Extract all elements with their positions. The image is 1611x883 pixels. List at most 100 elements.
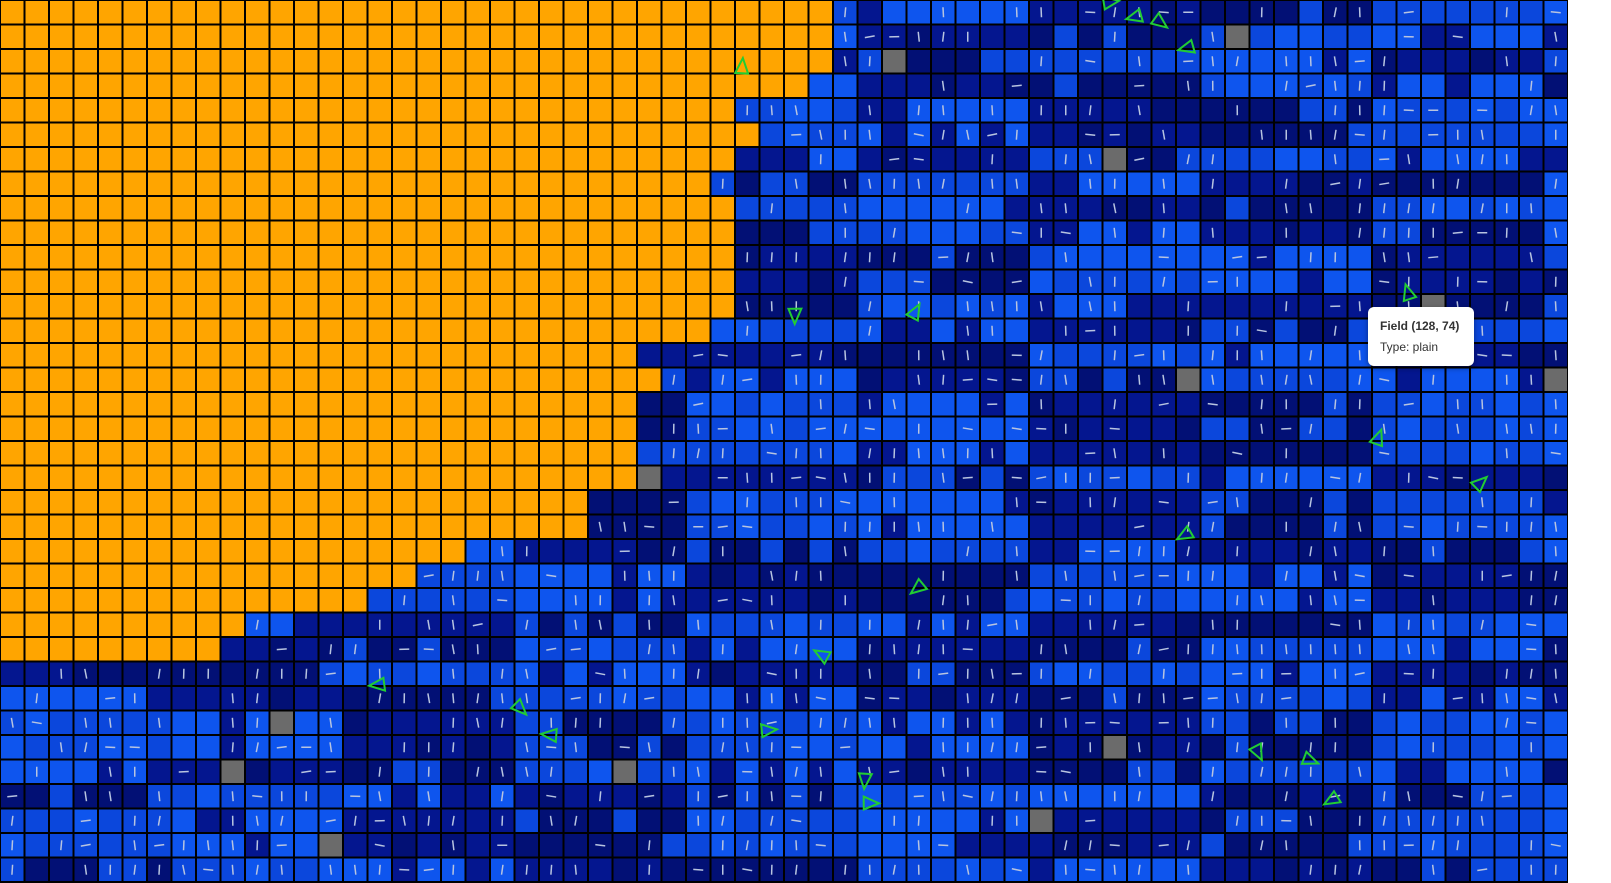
field-cell[interactable] [587,48,614,75]
field-cell[interactable] [734,219,761,246]
field-cell[interactable] [366,293,393,320]
field-cell[interactable] [293,856,320,883]
field-cell[interactable] [170,611,197,638]
field-cell[interactable] [440,293,467,320]
field-cell[interactable] [660,48,687,75]
field-cell[interactable] [807,268,834,295]
field-cell[interactable] [1248,97,1275,124]
field-cell[interactable] [1224,562,1251,589]
field-cell[interactable] [293,268,320,295]
field-cell[interactable] [856,366,883,393]
field-cell[interactable] [244,146,271,173]
field-cell[interactable] [146,489,173,516]
field-cell[interactable] [146,415,173,442]
field-cell[interactable] [930,268,957,295]
field-cell[interactable] [97,97,124,124]
field-cell[interactable] [464,513,491,540]
field-cell[interactable] [489,611,516,638]
field-cell[interactable] [23,513,50,540]
field-cell[interactable] [23,856,50,883]
field-cell[interactable] [611,709,638,736]
field-cell[interactable] [1395,170,1422,197]
field-cell[interactable] [513,342,540,369]
unit[interactable] [366,676,387,693]
field-cell[interactable] [23,219,50,246]
field-cell[interactable] [979,268,1006,295]
field-cell[interactable] [1028,268,1055,295]
field-cell[interactable] [0,219,26,246]
field-cell[interactable] [293,0,320,26]
field-cell[interactable] [856,170,883,197]
field-cell[interactable] [219,538,246,565]
field-cell[interactable] [293,415,320,442]
field-cell[interactable] [268,709,295,736]
field-cell[interactable] [48,758,75,785]
field-cell[interactable] [1028,807,1055,834]
field-cell[interactable] [538,0,565,26]
field-cell[interactable] [1542,366,1569,393]
field-cell[interactable] [195,513,222,540]
field-cell[interactable] [1150,513,1177,540]
field-cell[interactable] [1542,244,1569,271]
field-cell[interactable] [1101,513,1128,540]
field-cell[interactable] [48,244,75,271]
field-cell[interactable] [366,538,393,565]
field-cell[interactable] [97,219,124,246]
field-cell[interactable] [219,758,246,785]
field-cell[interactable] [758,219,785,246]
field-cell[interactable] [121,636,148,663]
field-cell[interactable] [1420,709,1447,736]
field-cell[interactable] [72,611,99,638]
field-cell[interactable] [1199,832,1226,859]
field-cell[interactable] [1224,391,1251,418]
field-cell[interactable] [0,366,26,393]
field-cell[interactable] [170,195,197,222]
field-cell[interactable] [1150,146,1177,173]
field-cell[interactable] [832,97,859,124]
field-cell[interactable] [146,464,173,491]
field-cell[interactable] [660,170,687,197]
field-cell[interactable] [611,440,638,467]
field-cell[interactable] [317,121,344,148]
field-cell[interactable] [1003,244,1030,271]
field-cell[interactable] [538,832,565,859]
field-cell[interactable] [0,391,26,418]
field-cell[interactable] [219,342,246,369]
field-cell[interactable] [1469,709,1496,736]
field-cell[interactable] [415,660,442,687]
field-cell[interactable] [1493,97,1520,124]
field-cell[interactable] [1248,48,1275,75]
field-cell[interactable] [72,366,99,393]
field-cell[interactable] [48,72,75,99]
field-cell[interactable] [415,268,442,295]
field-cell[interactable] [268,0,295,26]
field-cell[interactable] [366,48,393,75]
field-cell[interactable] [1518,538,1545,565]
field-cell[interactable] [23,636,50,663]
field-cell[interactable] [538,611,565,638]
field-cell[interactable] [415,391,442,418]
field-cell[interactable] [1224,709,1251,736]
field-cell[interactable] [1126,489,1153,516]
field-cell[interactable] [0,72,26,99]
field-cell[interactable] [48,23,75,50]
field-cell[interactable] [1224,293,1251,320]
field-cell[interactable] [1518,48,1545,75]
field-cell[interactable] [709,489,736,516]
field-cell[interactable] [1028,783,1055,810]
field-cell[interactable] [0,317,26,344]
field-cell[interactable] [219,513,246,540]
field-cell[interactable] [587,244,614,271]
field-cell[interactable] [1395,709,1422,736]
field-cell[interactable] [317,783,344,810]
field-cell[interactable] [121,783,148,810]
field-cell[interactable] [72,219,99,246]
field-cell[interactable] [1297,440,1324,467]
field-cell[interactable] [415,538,442,565]
field-cell[interactable] [538,244,565,271]
field-cell[interactable] [440,366,467,393]
field-cell[interactable] [244,415,271,442]
field-cell[interactable] [1273,587,1300,614]
field-cell[interactable] [146,366,173,393]
field-cell[interactable] [23,72,50,99]
